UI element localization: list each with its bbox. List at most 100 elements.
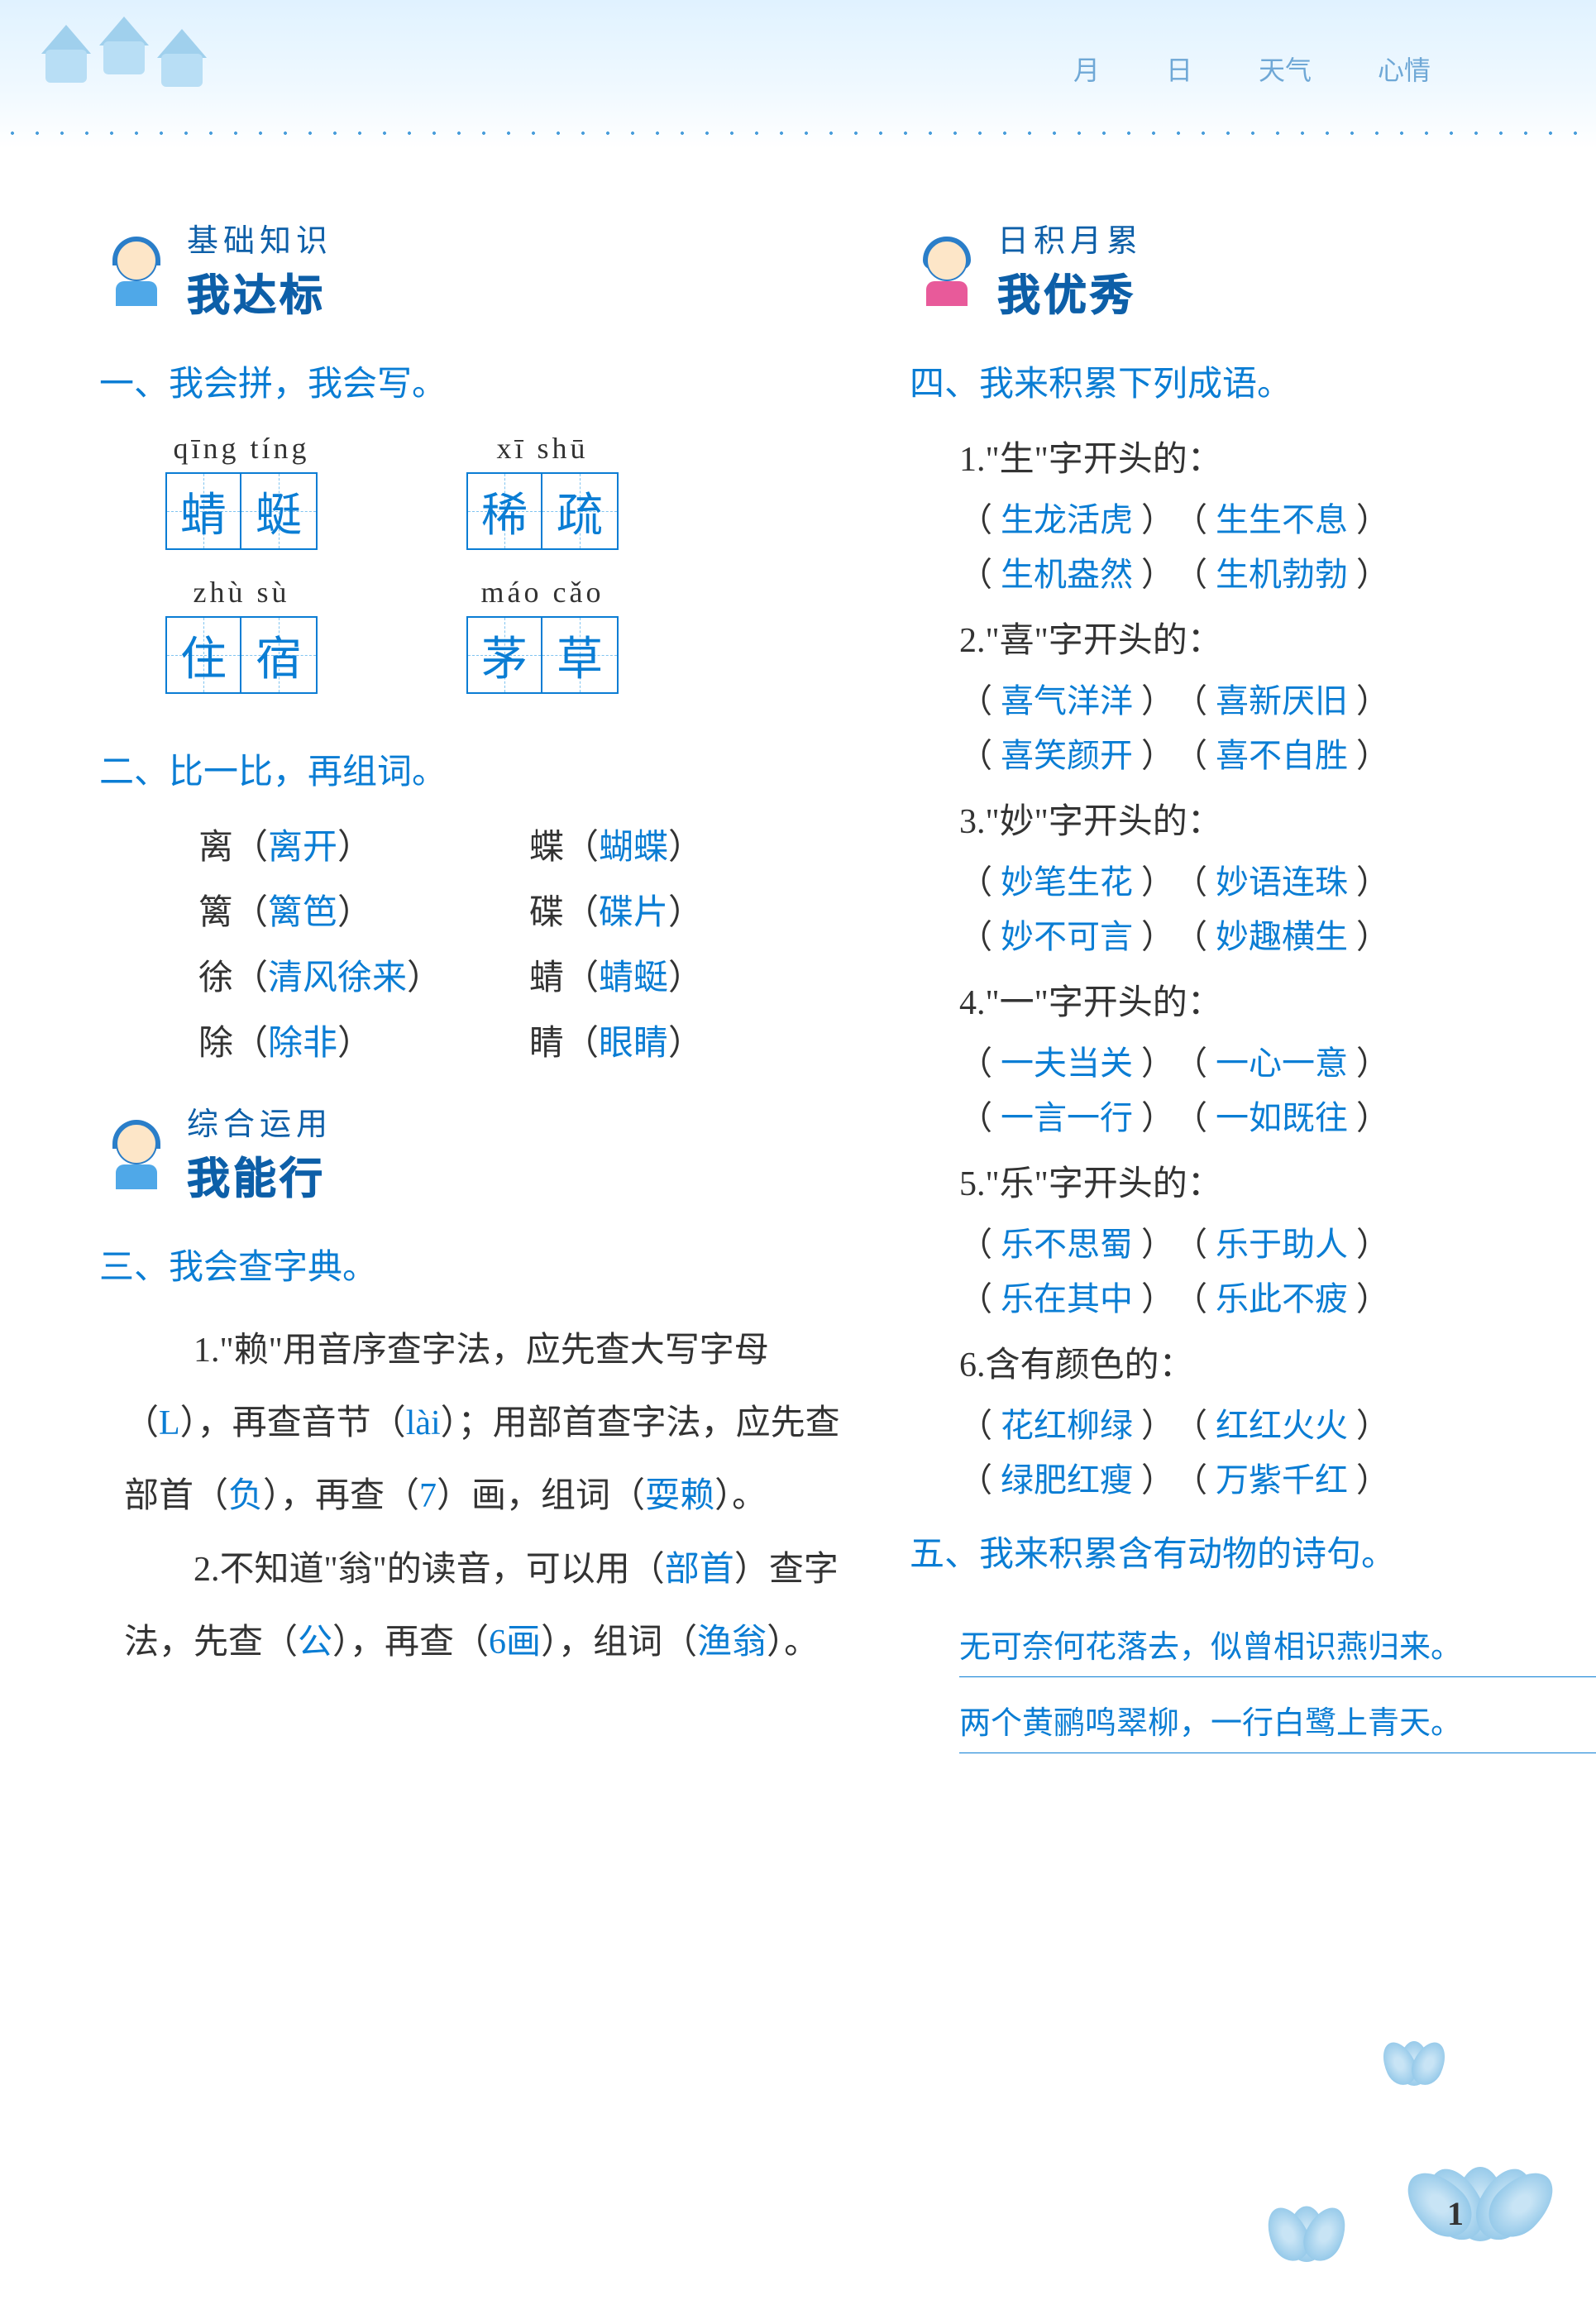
idiom-answer: 乐此不疲 (1216, 1280, 1348, 1317)
q3-para1: 1."赖"用音序查字法，应先查大写字母（L），再查音节（lài）；用部首查字法，… (124, 1314, 860, 1533)
content-area: 基础知识 我达标 一、我会拼，我会写。 qīng tíng蜻蜓xī shū稀疏z… (0, 149, 1596, 1786)
boy-writing-icon (99, 1115, 174, 1189)
poem-line: 无可奈何花落去，似曾相识燕归来。 (959, 1621, 1596, 1677)
idiom-group-title: 2."喜"字开头的： (959, 612, 1596, 662)
idiom-item: （ 乐此不疲 ） (1174, 1272, 1389, 1320)
compare-answer: 碟片 (599, 884, 668, 935)
idiom-row: （ 乐不思蜀 ）（ 乐于助人 ） (959, 1217, 1596, 1265)
section-header-apply: 综合运用 我能行 (99, 1098, 860, 1206)
idiom-answer: 生生不息 (1216, 501, 1348, 538)
idiom-row: （ 妙笔生花 ）（ 妙语连珠 ） (959, 855, 1596, 903)
char-cell: 住 (167, 618, 241, 692)
idiom-answer: 绿肥红瘦 (1001, 1461, 1133, 1499)
header-dots (0, 130, 1596, 136)
idiom-answer: 妙趣横生 (1216, 918, 1348, 955)
idiom-row: （ 妙不可言 ）（ 妙趣横生 ） (959, 910, 1596, 958)
right-column: 日积月累 我优秀 四、我来积累下列成语。 1."生"字开头的：（ 生龙活虎 ）（… (910, 215, 1596, 1753)
compare-row: 除（ 除非 ）睛（ 眼睛 ） (198, 1015, 860, 1065)
idiom-row: （ 绿肥红瘦 ）（ 万紫千红 ） (959, 1453, 1596, 1501)
q3-para2: 2.不知道"翁"的读音，可以用（部首）查字法，先查（公），再查（6画），组词（渔… (124, 1533, 860, 1679)
compare-answer: 除非 (268, 1015, 337, 1065)
compare-char: 蝶 (529, 819, 564, 869)
pinyin-text: xī shū (496, 431, 588, 466)
q2-container: 离（ 离开 ）蝶（ 蝴蝶 ）篱（ 篱笆 ）碟（ 碟片 ）徐（ 清风徐来 ）蜻（ … (99, 819, 860, 1065)
idiom-answer: 喜不自胜 (1216, 737, 1348, 774)
pinyin-group: qīng tíng 蜻蜓 (165, 431, 318, 550)
idiom-item: （ 生龙活虎 ） (959, 493, 1174, 541)
char-box: 住宿 (165, 616, 318, 694)
section-title: 我达标 (187, 261, 332, 323)
header-decoration (33, 8, 265, 99)
idiom-answer: 乐于助人 (1216, 1226, 1348, 1263)
compare-answer: 蜻蜓 (599, 949, 668, 1000)
q5-container: 无可奈何花落去，似曾相识燕归来。两个黄鹂鸣翠柳，一行白鹭上青天。 (910, 1601, 1596, 1753)
compare-answer: 离开 (268, 819, 337, 869)
pinyin-text: máo cǎo (481, 575, 604, 610)
pinyin-text: qīng tíng (173, 431, 309, 466)
idiom-answer: 乐不思蜀 (1001, 1226, 1133, 1263)
girl-books-icon (910, 232, 984, 306)
idiom-item: （ 喜不自胜 ） (1174, 729, 1389, 777)
boy-reading-icon (99, 232, 174, 306)
idiom-item: （ 喜新厌旧 ） (1174, 674, 1389, 722)
pinyin-group: máo cǎo 茅草 (466, 575, 619, 694)
char-cell: 疏 (542, 474, 617, 548)
char-box: 茅草 (466, 616, 619, 694)
q5-title: 五、我来积累含有动物的诗句。 (910, 1526, 1596, 1576)
idiom-answer: 妙不可言 (1001, 918, 1133, 955)
idiom-answer: 生龙活虎 (1001, 501, 1133, 538)
footer-lotus-decoration (1183, 2035, 1596, 2324)
compare-item: 篱（ 篱笆 ） (198, 884, 529, 935)
char-cell: 茅 (468, 618, 542, 692)
idiom-answer: 喜气洋洋 (1001, 682, 1133, 720)
idiom-item: （ 乐在其中 ） (959, 1272, 1174, 1320)
char-box: 蜻蜓 (165, 472, 318, 550)
idiom-row: （ 喜笑颜开 ）（ 喜不自胜 ） (959, 729, 1596, 777)
compare-item: 徐（ 清风徐来 ） (198, 949, 529, 1000)
compare-answer: 眼睛 (599, 1015, 668, 1065)
char-cell: 宿 (241, 618, 316, 692)
poem-line: 两个黄鹂鸣翠柳，一行白鹭上青天。 (959, 1697, 1596, 1753)
idiom-answer: 红红火火 (1216, 1407, 1348, 1444)
idiom-group-title: 5."乐"字开头的： (959, 1155, 1596, 1206)
pinyin-row: zhù sù 住宿 máo cǎo 茅草 (165, 575, 860, 694)
pinyin-text: zhù sù (194, 575, 290, 610)
char-cell: 草 (542, 618, 617, 692)
idiom-row: （ 一言一行 ）（ 一如既往 ） (959, 1091, 1596, 1139)
idiom-row: （ 喜气洋洋 ）（ 喜新厌旧 ） (959, 674, 1596, 722)
idiom-answer: 妙笔生花 (1001, 863, 1133, 901)
idiom-row: （ 一夫当关 ）（ 一心一意 ） (959, 1036, 1596, 1084)
compare-item: 离（ 离开 ） (198, 819, 529, 869)
compare-char: 篱 (198, 884, 233, 935)
idiom-item: （ 妙不可言 ） (959, 910, 1174, 958)
compare-item: 碟（ 碟片 ） (529, 884, 860, 935)
header-background: 月 日 天气 心情 (0, 0, 1596, 149)
idiom-group-title: 4."一"字开头的： (959, 974, 1596, 1025)
q4-title: 四、我来积累下列成语。 (910, 356, 1596, 406)
idiom-row: （ 乐在其中 ）（ 乐此不疲 ） (959, 1272, 1596, 1320)
idiom-item: （ 生机勃勃 ） (1174, 548, 1389, 595)
idiom-row: （ 花红柳绿 ）（ 红红火火 ） (959, 1399, 1596, 1447)
idiom-answer: 喜新厌旧 (1216, 682, 1348, 720)
idiom-answer: 万紫千红 (1216, 1461, 1348, 1499)
compare-char: 除 (198, 1015, 233, 1065)
idiom-item: （ 妙笔生花 ） (959, 855, 1174, 903)
label-day: 日 (1166, 50, 1192, 88)
section-title: 我能行 (187, 1144, 332, 1206)
idiom-item: （ 红红火火 ） (1174, 1399, 1389, 1447)
q3-title: 三、我会查字典。 (99, 1239, 860, 1289)
idiom-item: （ 生机盎然 ） (959, 548, 1174, 595)
idiom-answer: 花红柳绿 (1001, 1407, 1133, 1444)
q1-container: qīng tíng蜻蜓xī shū稀疏zhù sù住宿máo cǎo茅草 (99, 431, 860, 719)
compare-item: 除（ 除非 ） (198, 1015, 529, 1065)
idiom-item: （ 喜气洋洋 ） (959, 674, 1174, 722)
idiom-group-title: 6.含有颜色的： (959, 1337, 1596, 1387)
idiom-item: （ 绿肥红瘦 ） (959, 1453, 1174, 1501)
idiom-group-title: 3."妙"字开头的： (959, 793, 1596, 844)
idiom-item: （ 花红柳绿 ） (959, 1399, 1174, 1447)
section-subtitle: 日积月累 (997, 215, 1143, 261)
section-title: 我优秀 (997, 261, 1143, 323)
compare-answer: 篱笆 (268, 884, 337, 935)
label-mood: 心情 (1378, 50, 1431, 88)
idiom-item: （ 一如既往 ） (1174, 1091, 1389, 1139)
